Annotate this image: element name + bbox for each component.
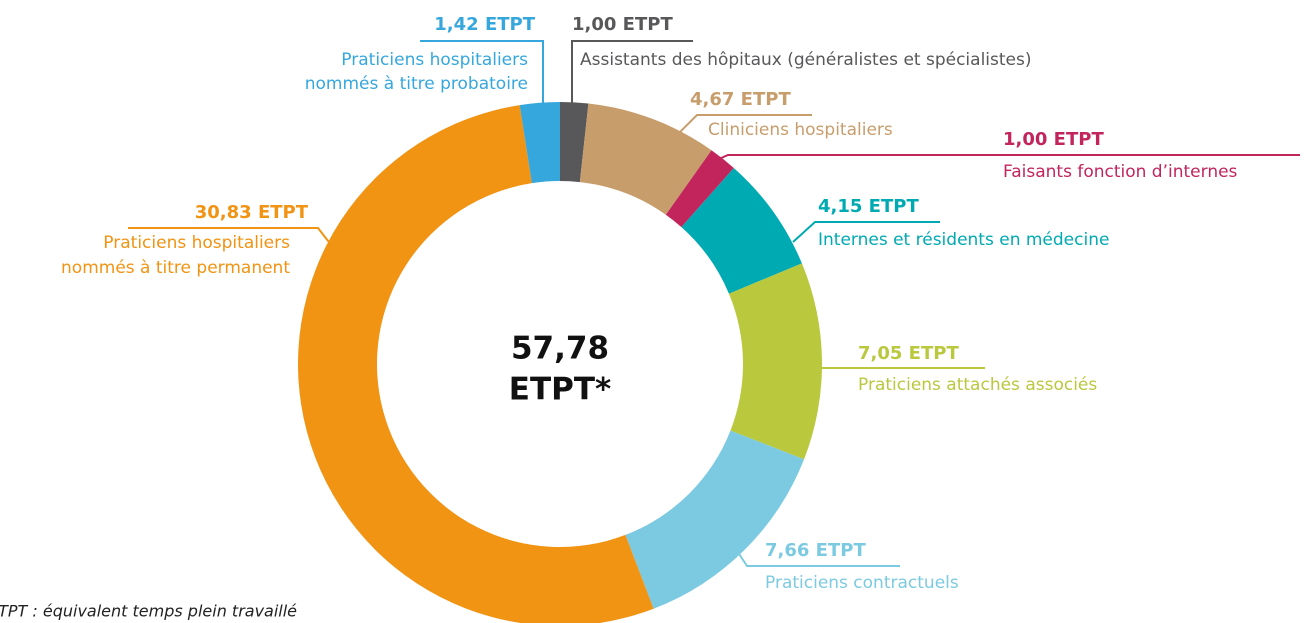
category-label: Faisants fonction d’internes [1003,162,1238,182]
donut-segment [579,103,712,215]
leader-line [711,154,1300,163]
value-label: 1,00 ETPT [572,14,673,35]
leader-line [420,40,544,106]
center-total: 57,78 [511,331,609,367]
category-label: Praticiens hospitaliers [341,50,528,70]
category-label: Internes et résidents en médecine [818,230,1109,250]
value-label: 7,05 ETPT [858,343,959,364]
donut-segment [298,105,654,623]
category-label: nommés à titre permanent [61,258,290,278]
value-label: 4,15 ETPT [818,196,919,217]
category-label: Praticiens contractuels [765,573,959,593]
center-unit: ETPT* [509,372,611,408]
donut-segment [519,102,560,184]
leader-line [792,221,940,243]
category-label: Praticiens attachés associés [858,375,1097,395]
value-label: 7,66 ETPT [765,540,866,561]
leader-line [675,114,812,137]
footnote: *ETPT : équivalent temps plein travaillé [0,602,297,621]
donut-segment [728,263,823,460]
category-label: nommés à titre probatoire [305,74,528,94]
donut-segment [681,167,802,294]
leader-line [128,227,333,247]
leader-line [727,536,900,567]
value-label: 4,67 ETPT [690,89,791,110]
category-label: Cliniciens hospitaliers [708,120,893,140]
leader-line [571,40,693,106]
value-label: 1,00 ETPT [1003,129,1104,150]
category-label: Praticiens hospitaliers [103,233,290,253]
category-label: Assistants des hôpitaux (généralistes et… [580,50,1031,70]
value-label: 30,83 ETPT [195,202,309,223]
donut-segment [560,102,589,183]
donut-segment [625,430,805,609]
donut-segment [665,150,734,228]
value-label: 1,42 ETPT [434,14,535,35]
